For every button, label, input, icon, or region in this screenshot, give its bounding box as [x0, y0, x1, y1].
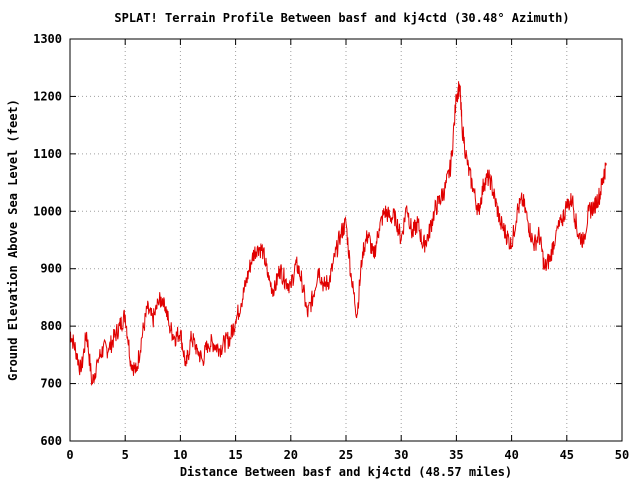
series-layer	[69, 81, 607, 387]
chart-title: SPLAT! Terrain Profile Between basf and …	[114, 11, 569, 25]
y-tick-label: 900	[40, 262, 62, 276]
x-tick-label: 40	[504, 448, 518, 462]
x-tick-label: 35	[449, 448, 463, 462]
plot-frame	[69, 38, 623, 442]
terrain-profile-line	[69, 81, 607, 387]
x-tick-label: 5	[122, 448, 129, 462]
grid-lines	[70, 39, 622, 441]
y-axis-label: Ground Elevation Above Sea Level (feet)	[6, 99, 20, 381]
x-axis-label: Distance Between basf and kj4ctd (48.57 …	[180, 465, 512, 479]
x-tick-labels: 0 5 10 15 20 25 30 35 40 45 50	[66, 448, 629, 462]
x-tick-label: 25	[339, 448, 353, 462]
x-tick-label: 45	[560, 448, 574, 462]
y-tick-label: 1000	[33, 204, 62, 218]
x-tick-label: 10	[173, 448, 187, 462]
x-tick-label: 30	[394, 448, 408, 462]
x-tick-label: 0	[66, 448, 73, 462]
y-tick-labels: 600 700 800 900 1000 1100 1200 1300	[33, 32, 62, 448]
y-tick-label: 1100	[33, 147, 62, 161]
y-tick-label: 600	[40, 434, 62, 448]
y-tick-label: 700	[40, 377, 62, 391]
x-tick-label: 20	[284, 448, 298, 462]
x-tick-label: 15	[228, 448, 242, 462]
y-tick-label: 1300	[33, 32, 62, 46]
x-tick-label: 50	[615, 448, 629, 462]
y-tick-label: 1200	[33, 89, 62, 103]
y-tick-label: 800	[40, 319, 62, 333]
